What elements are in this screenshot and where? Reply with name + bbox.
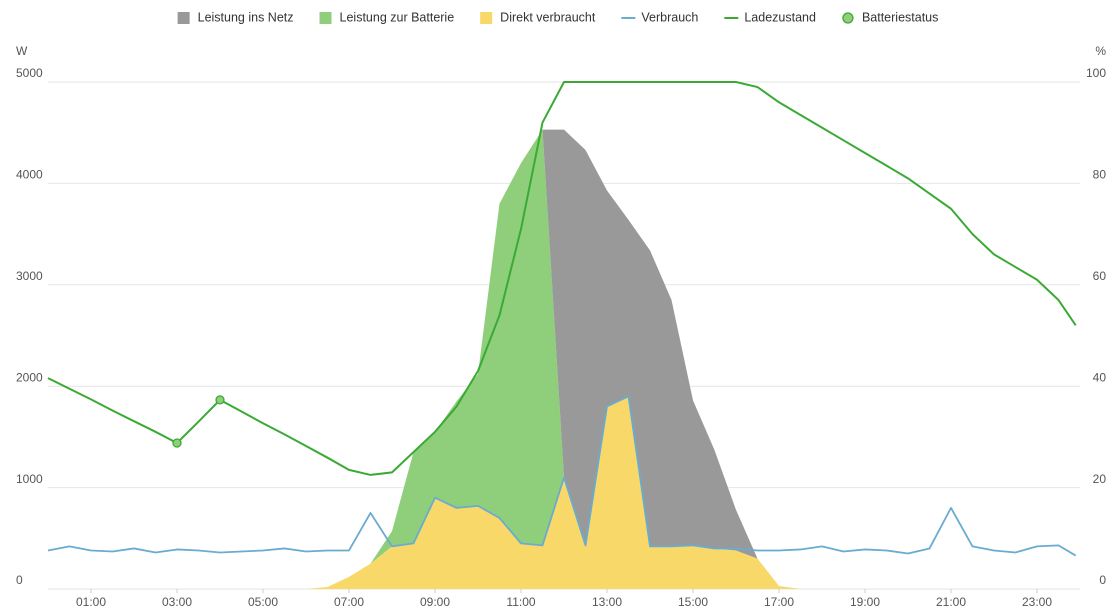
legend-label: Direkt verbraucht [500, 10, 596, 24]
y2-tick-label: 40 [1093, 370, 1107, 384]
legend-swatch [842, 12, 854, 24]
legend-swatch [480, 12, 493, 24]
y2-tick-label: 60 [1093, 269, 1107, 283]
x-tick-label: 01:00 [76, 595, 106, 609]
line [47, 395, 1077, 557]
y-tick-label: 5000 [16, 66, 43, 80]
y2-axis-label: % [1095, 44, 1106, 58]
legend-swatch [177, 12, 190, 24]
y-tick-label: 1000 [16, 472, 43, 486]
y-axis-label: W [16, 44, 28, 58]
legend-item[interactable]: Ladezustand [724, 10, 816, 24]
legend-label: Verbrauch [641, 10, 698, 24]
legend-item[interactable]: Direkt verbraucht [480, 10, 596, 24]
y2-tick-label: 20 [1093, 472, 1107, 486]
legend-label: Leistung zur Batterie [340, 10, 455, 24]
y-tick-label: 2000 [16, 370, 43, 384]
x-tick-label: 17:00 [764, 595, 794, 609]
y2-tick-label: 0 [1099, 573, 1106, 587]
y2-tick-label: 80 [1093, 168, 1107, 182]
x-tick-label: 09:00 [420, 595, 450, 609]
x-tick-label: 19:00 [850, 595, 880, 609]
legend-label: Ladezustand [744, 10, 816, 24]
x-tick-label: 21:00 [936, 595, 966, 609]
legend-item[interactable]: Leistung zur Batterie [319, 10, 455, 24]
point [215, 395, 225, 405]
legend: Leistung ins Netz Leistung zur Batterie Di… [177, 10, 938, 24]
x-tick-label: 23:00 [1022, 595, 1052, 609]
x-tick-label: 07:00 [334, 595, 364, 609]
legend-item[interactable]: Leistung ins Netz [177, 10, 294, 24]
y-tick-label: 4000 [16, 168, 43, 182]
legend-item[interactable]: Verbrauch [621, 10, 698, 24]
x-tick-label: 03:00 [162, 595, 192, 609]
legend-label: Batteriestatus [862, 10, 938, 24]
legend-item[interactable]: Batteriestatus [842, 10, 938, 24]
legend-label: Leistung ins Netz [198, 10, 294, 24]
x-tick-label: 11:00 [506, 595, 535, 609]
y-tick-label: 0 [16, 573, 23, 587]
x-tick-label: 05:00 [248, 595, 278, 609]
y-tick-label: 3000 [16, 269, 43, 283]
y2-tick-label: 100 [1086, 66, 1106, 80]
x-tick-label: 15:00 [678, 595, 708, 609]
area [48, 396, 1076, 589]
point [172, 438, 182, 448]
legend-swatch [319, 12, 332, 24]
area [48, 129, 1076, 589]
x-tick-label: 13:00 [592, 595, 622, 609]
